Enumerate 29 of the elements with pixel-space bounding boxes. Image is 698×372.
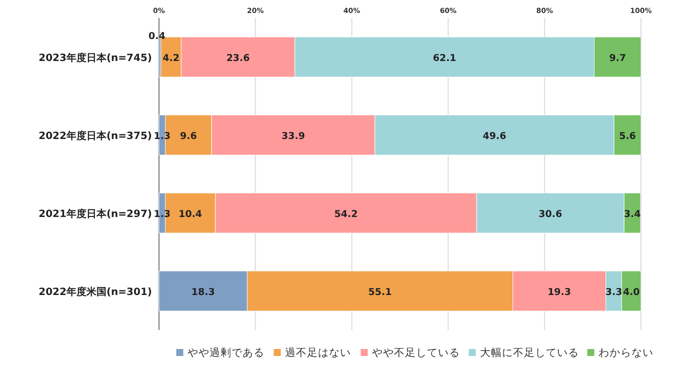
data-label: 1.3 bbox=[154, 131, 171, 142]
data-label: 23.6 bbox=[226, 53, 250, 64]
y-tick-label: 2023年度日本(n=745) bbox=[38, 52, 152, 64]
data-label: 3.4 bbox=[624, 209, 642, 220]
data-label: 33.9 bbox=[282, 131, 305, 142]
data-label: 4.0 bbox=[622, 287, 640, 298]
data-label: 3.3 bbox=[605, 287, 622, 298]
data-label: 9.6 bbox=[180, 131, 198, 142]
data-label: 30.6 bbox=[538, 209, 562, 220]
y-tick-label: 2022年度日本(n=375) bbox=[38, 130, 152, 142]
data-label: 54.2 bbox=[334, 209, 358, 220]
data-label: 55.1 bbox=[368, 287, 392, 298]
legend-label: わからない bbox=[598, 347, 654, 359]
data-label: 18.3 bbox=[191, 287, 215, 298]
data-label: 5.6 bbox=[619, 131, 636, 142]
data-label: 49.6 bbox=[482, 131, 507, 142]
data-label: 62.1 bbox=[432, 53, 456, 64]
data-label: 0.4 bbox=[148, 31, 166, 42]
legend-label: 大幅に不足している bbox=[480, 346, 579, 359]
y-tick-label: 2022年度米国(n=301) bbox=[38, 286, 152, 298]
data-label: 4.2 bbox=[162, 53, 180, 64]
data-label: 10.4 bbox=[178, 209, 202, 220]
y-tick-label: 2021年度日本(n=297) bbox=[38, 208, 152, 220]
legend-label: 過不足はない bbox=[284, 347, 351, 359]
data-label: 1.3 bbox=[154, 209, 171, 220]
data-label: 9.7 bbox=[609, 53, 626, 64]
legend-label: やや過剰である bbox=[187, 347, 264, 359]
legend-label: やや不足している bbox=[372, 347, 460, 359]
data-label: 19.3 bbox=[548, 287, 572, 298]
